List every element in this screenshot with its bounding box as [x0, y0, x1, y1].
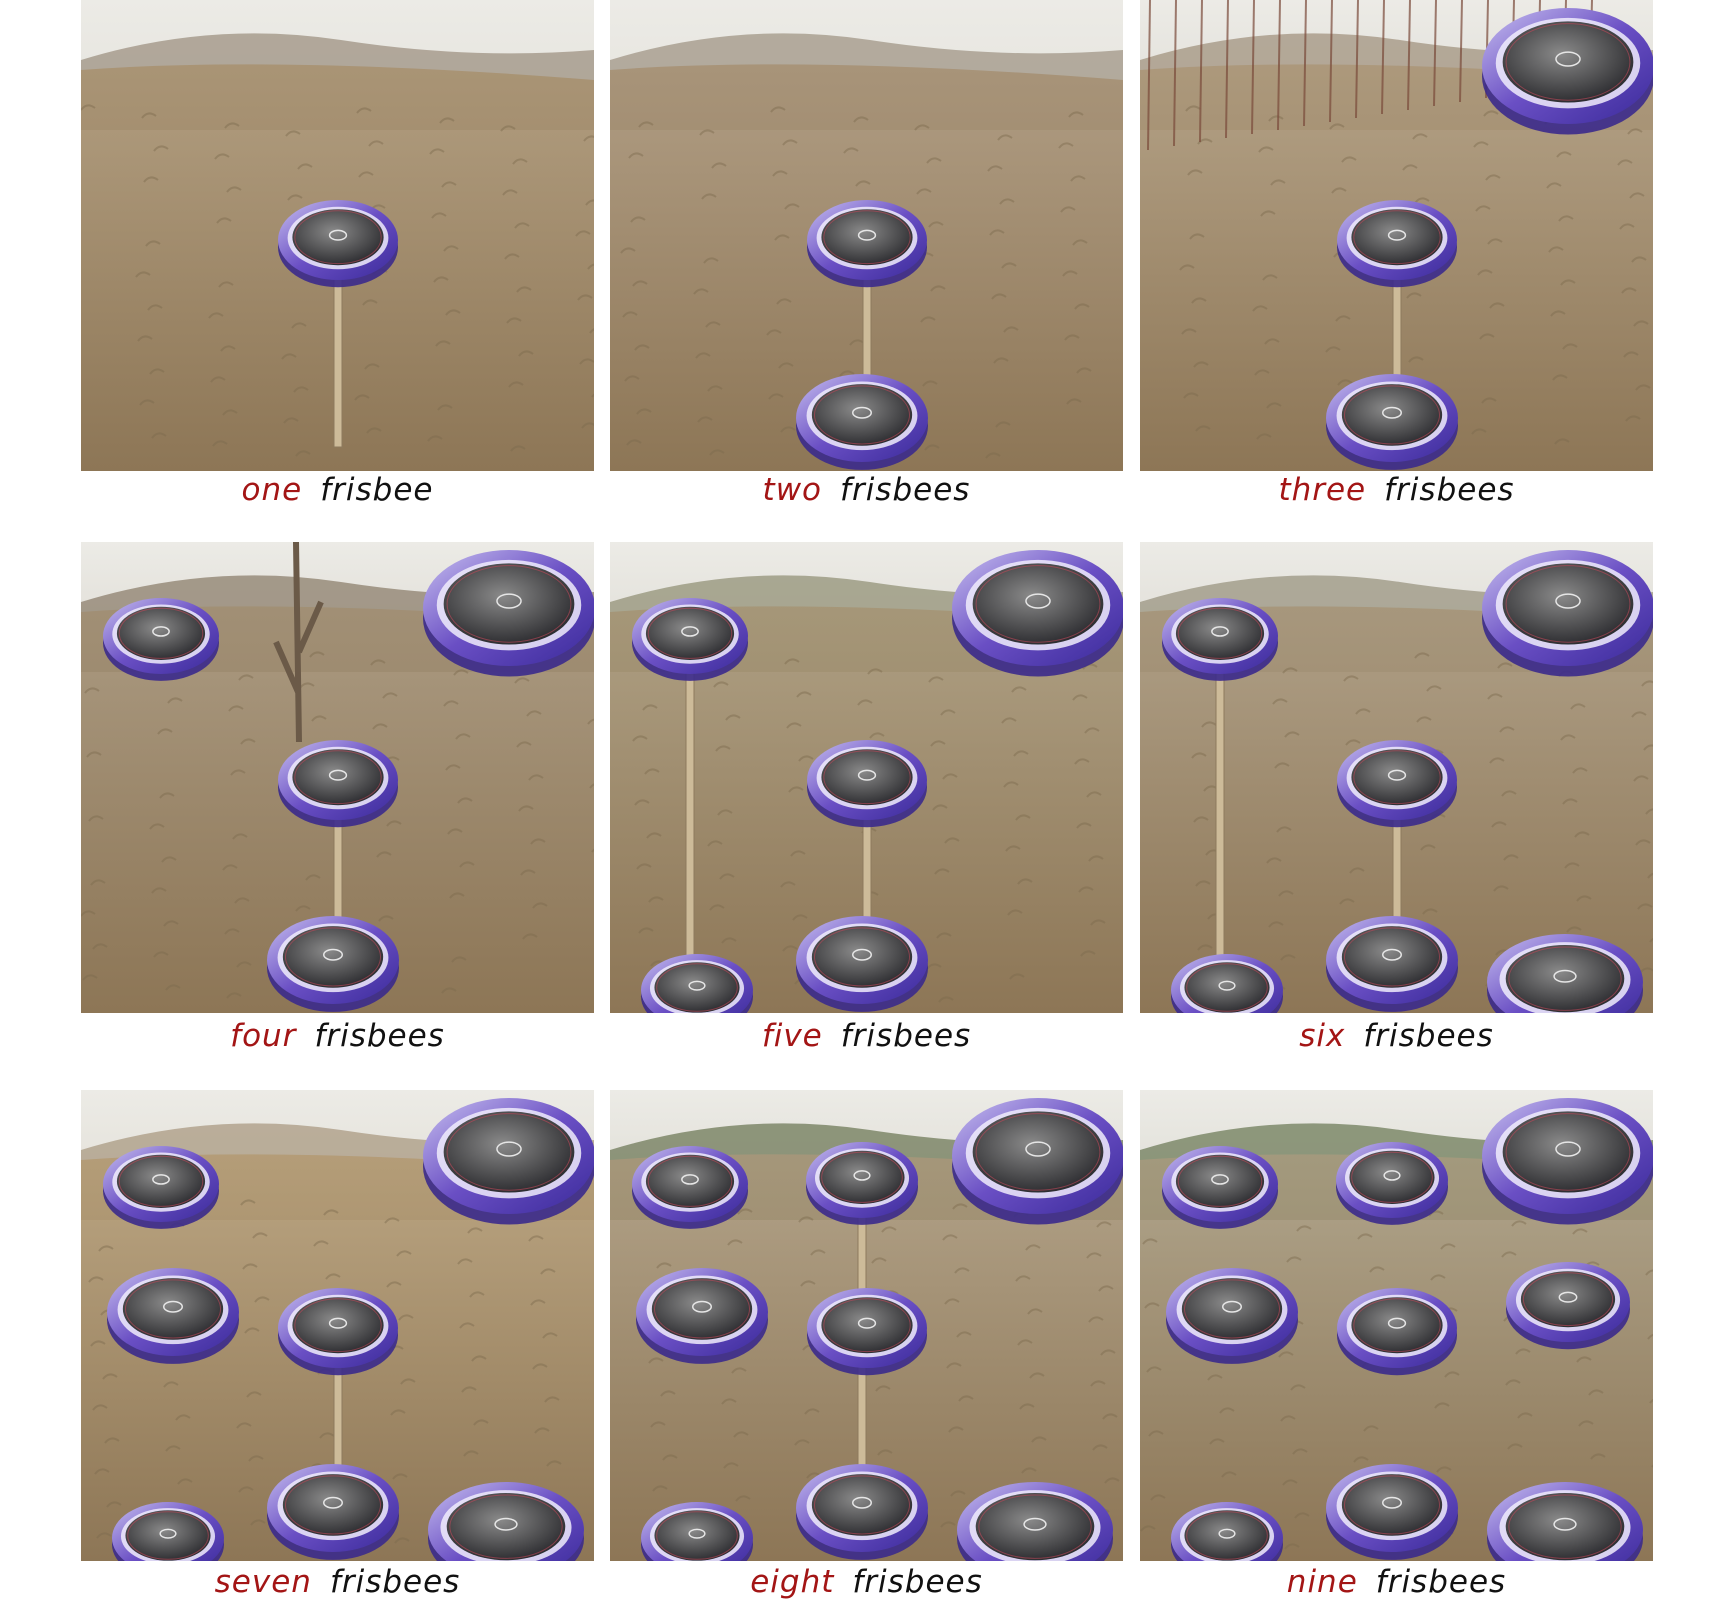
frisbee [103, 598, 219, 681]
caption-object-9: frisbees [1375, 1564, 1507, 1600]
caption-6: six frisbees [1140, 1018, 1653, 1054]
frisbee [957, 1482, 1113, 1561]
caption-number-1: one [241, 472, 303, 508]
caption-9: nine frisbees [1140, 1564, 1653, 1600]
frisbee [267, 1464, 399, 1560]
caption-1: one frisbee [81, 472, 594, 508]
frisbee [1171, 954, 1283, 1013]
photo-panel-8 [610, 1090, 1123, 1561]
frisbee [632, 598, 748, 990]
caption-object-1: frisbee [320, 472, 434, 508]
photo-panel-3 [1140, 0, 1653, 471]
scene-9 [1140, 1090, 1653, 1561]
frisbee [796, 374, 928, 470]
frisbee [641, 954, 753, 1013]
caption-number-8: eight [750, 1564, 835, 1600]
caption-2: two frisbees [610, 472, 1123, 508]
frisbee [1482, 550, 1653, 677]
caption-object-2: frisbees [840, 472, 971, 508]
scene-7 [81, 1090, 594, 1561]
caption-number-4: four [230, 1018, 297, 1054]
frisbee [423, 550, 594, 677]
caption-5: five frisbees [610, 1018, 1123, 1054]
frisbee [278, 740, 398, 990]
photo-panel-4 [81, 542, 594, 1013]
caption-number-7: seven [214, 1564, 312, 1600]
scene-8 [610, 1090, 1123, 1561]
frisbee [806, 1142, 918, 1538]
frisbee [423, 1098, 594, 1225]
frisbee [952, 1098, 1123, 1225]
frisbee [952, 550, 1123, 677]
frisbee [278, 1288, 398, 1538]
frisbee [1506, 1262, 1630, 1350]
frisbee [1326, 374, 1458, 470]
frisbee [112, 1502, 224, 1561]
frisbee [807, 740, 927, 990]
caption-number-2: two [762, 472, 823, 508]
scene-5 [610, 542, 1123, 1013]
caption-number-9: nine [1286, 1564, 1358, 1600]
scene-4 [81, 542, 594, 1013]
frisbee [278, 200, 398, 448]
caption-number-5: five [761, 1018, 823, 1054]
caption-object-7: frisbees [329, 1564, 461, 1600]
caption-8: eight frisbees [610, 1564, 1123, 1600]
frisbee [1487, 934, 1643, 1013]
scene-2 [610, 0, 1123, 471]
photo-panel-5 [610, 542, 1123, 1013]
caption-object-5: frisbees [840, 1018, 972, 1054]
frisbee [796, 916, 928, 1012]
frisbee [807, 1288, 927, 1376]
frisbee [107, 1268, 239, 1364]
photo-panel-1 [81, 0, 594, 471]
scene-1 [81, 0, 594, 471]
frisbee [1326, 916, 1458, 1012]
frisbee [428, 1482, 584, 1561]
frisbee [1482, 8, 1653, 135]
frisbee [636, 1268, 768, 1364]
frisbee [1487, 1482, 1643, 1561]
frisbee [1482, 1098, 1653, 1225]
frisbee [1337, 740, 1457, 990]
photo-panel-7 [81, 1090, 594, 1561]
frisbee [1171, 1502, 1283, 1561]
scene-6 [1140, 542, 1653, 1013]
frisbee [1336, 1142, 1448, 1225]
frisbee [641, 1502, 753, 1561]
frisbee [1337, 200, 1457, 448]
frisbee [103, 1146, 219, 1229]
frisbee [1326, 1464, 1458, 1560]
caption-object-8: frisbees [852, 1564, 983, 1600]
photo-panel-9 [1140, 1090, 1653, 1561]
caption-3: three frisbees [1140, 472, 1653, 508]
frisbee [1337, 1288, 1457, 1376]
frisbee [267, 916, 399, 1012]
caption-4: four frisbees [81, 1018, 594, 1054]
caption-number-6: six [1299, 1018, 1346, 1054]
scene-3 [1140, 0, 1653, 471]
photo-panel-6 [1140, 542, 1653, 1013]
photo-panel-2 [610, 0, 1123, 471]
frisbee [632, 1146, 748, 1229]
caption-object-3: frisbees [1384, 472, 1515, 508]
frisbee [1162, 598, 1278, 990]
caption-object-4: frisbees [314, 1018, 445, 1054]
frisbee [796, 1464, 928, 1560]
caption-object-6: frisbees [1363, 1018, 1494, 1054]
caption-number-3: three [1278, 472, 1367, 508]
frisbee [1162, 1146, 1278, 1229]
frisbee [807, 200, 927, 448]
caption-7: seven frisbees [81, 1564, 594, 1600]
frisbee [1166, 1268, 1298, 1364]
